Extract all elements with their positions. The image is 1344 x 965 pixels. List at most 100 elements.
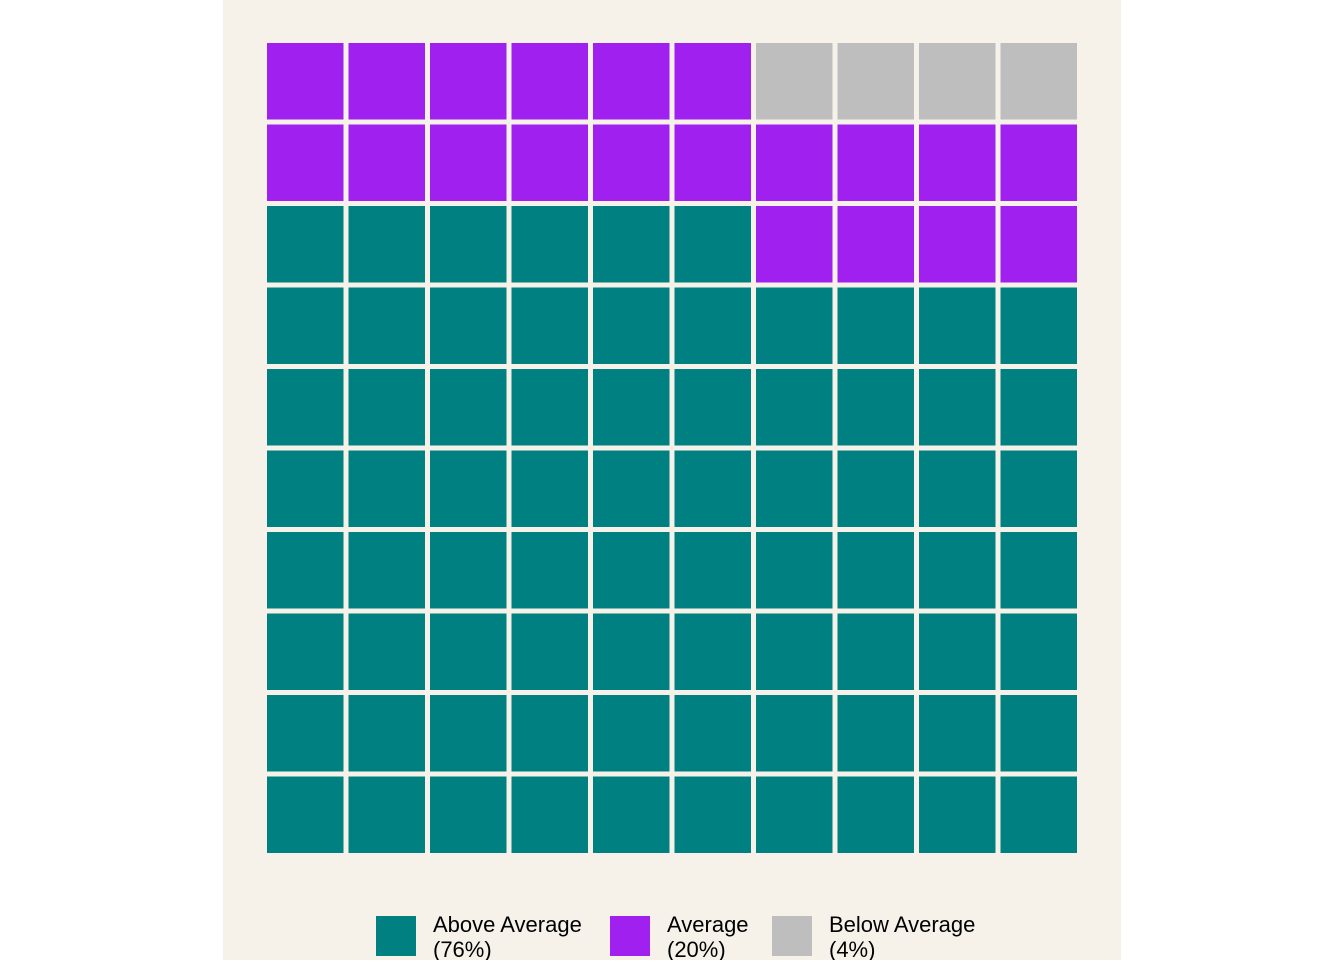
waffle-cell bbox=[593, 776, 670, 853]
waffle-cell bbox=[511, 695, 588, 772]
waffle-cell bbox=[837, 613, 914, 690]
waffle-cell bbox=[837, 532, 914, 609]
waffle-cell bbox=[837, 369, 914, 446]
waffle-cell bbox=[919, 287, 996, 364]
legend-label: Above Average bbox=[433, 912, 582, 937]
waffle-cell bbox=[348, 206, 425, 283]
waffle-cell bbox=[674, 450, 751, 527]
waffle-cell bbox=[348, 776, 425, 853]
legend-swatch bbox=[610, 916, 650, 956]
waffle-cell bbox=[348, 532, 425, 609]
waffle-cell bbox=[837, 450, 914, 527]
waffle-cell bbox=[430, 532, 507, 609]
waffle-cell bbox=[756, 369, 833, 446]
waffle-cell bbox=[919, 613, 996, 690]
waffle-cell bbox=[430, 369, 507, 446]
waffle-cell bbox=[919, 43, 996, 120]
waffle-cell bbox=[756, 776, 833, 853]
waffle-cell bbox=[837, 206, 914, 283]
waffle-cell bbox=[348, 613, 425, 690]
waffle-cell bbox=[756, 43, 833, 120]
waffle-cell bbox=[593, 124, 670, 201]
waffle-cell bbox=[837, 287, 914, 364]
waffle-cell bbox=[430, 287, 507, 364]
waffle-cell bbox=[593, 450, 670, 527]
waffle-cell bbox=[837, 124, 914, 201]
waffle-cell bbox=[511, 206, 588, 283]
waffle-cell bbox=[756, 532, 833, 609]
waffle-cell bbox=[919, 695, 996, 772]
waffle-cell bbox=[1000, 287, 1077, 364]
waffle-cell bbox=[511, 450, 588, 527]
waffle-cell bbox=[348, 287, 425, 364]
waffle-cell bbox=[756, 124, 833, 201]
waffle-cell bbox=[674, 369, 751, 446]
waffle-cell bbox=[511, 287, 588, 364]
waffle-cell bbox=[1000, 369, 1077, 446]
legend-swatch bbox=[772, 916, 812, 956]
waffle-cell bbox=[593, 695, 670, 772]
waffle-cell bbox=[756, 450, 833, 527]
waffle-cell bbox=[430, 43, 507, 120]
waffle-cell bbox=[674, 206, 751, 283]
waffle-cell bbox=[1000, 206, 1077, 283]
waffle-cell bbox=[837, 776, 914, 853]
waffle-cell bbox=[348, 369, 425, 446]
waffle-cell bbox=[348, 124, 425, 201]
waffle-cell bbox=[593, 206, 670, 283]
legend-swatch bbox=[376, 916, 416, 956]
waffle-cell bbox=[674, 613, 751, 690]
waffle-cell bbox=[348, 43, 425, 120]
waffle-cell bbox=[267, 206, 344, 283]
waffle-cell bbox=[756, 287, 833, 364]
waffle-cell bbox=[267, 287, 344, 364]
waffle-cell bbox=[430, 124, 507, 201]
waffle-cell bbox=[267, 613, 344, 690]
waffle-cell bbox=[674, 43, 751, 120]
waffle-cell bbox=[267, 124, 344, 201]
waffle-cell bbox=[267, 776, 344, 853]
waffle-cell bbox=[1000, 532, 1077, 609]
waffle-cell bbox=[919, 124, 996, 201]
waffle-cell bbox=[1000, 43, 1077, 120]
waffle-cell bbox=[919, 450, 996, 527]
waffle-cell bbox=[837, 43, 914, 120]
waffle-cell bbox=[593, 613, 670, 690]
waffle-cell bbox=[1000, 450, 1077, 527]
legend-value-label: (20%) bbox=[667, 937, 726, 960]
waffle-cell bbox=[756, 206, 833, 283]
waffle-cell bbox=[511, 124, 588, 201]
waffle-cell bbox=[430, 613, 507, 690]
waffle-cell bbox=[919, 369, 996, 446]
waffle-cell bbox=[430, 206, 507, 283]
waffle-cell bbox=[756, 695, 833, 772]
waffle-cell bbox=[593, 369, 670, 446]
waffle-cell bbox=[674, 695, 751, 772]
waffle-cell bbox=[593, 532, 670, 609]
waffle-cell bbox=[674, 532, 751, 609]
waffle-cell bbox=[511, 613, 588, 690]
waffle-cell bbox=[837, 695, 914, 772]
waffle-cell bbox=[348, 450, 425, 527]
waffle-cell bbox=[430, 450, 507, 527]
waffle-cell bbox=[267, 369, 344, 446]
waffle-cell bbox=[756, 613, 833, 690]
waffle-cell bbox=[511, 43, 588, 120]
waffle-cell bbox=[348, 695, 425, 772]
waffle-cell bbox=[919, 206, 996, 283]
waffle-cell bbox=[267, 532, 344, 609]
waffle-cell bbox=[511, 776, 588, 853]
legend-value-label: (4%) bbox=[829, 937, 875, 960]
waffle-cell bbox=[1000, 613, 1077, 690]
waffle-cell bbox=[267, 43, 344, 120]
waffle-cell bbox=[593, 287, 670, 364]
waffle-cell bbox=[919, 776, 996, 853]
waffle-cell bbox=[267, 695, 344, 772]
legend-label: Below Average bbox=[829, 912, 975, 937]
waffle-cell bbox=[674, 287, 751, 364]
legend-label: Average bbox=[667, 912, 749, 937]
waffle-cell bbox=[511, 369, 588, 446]
waffle-cell bbox=[674, 124, 751, 201]
